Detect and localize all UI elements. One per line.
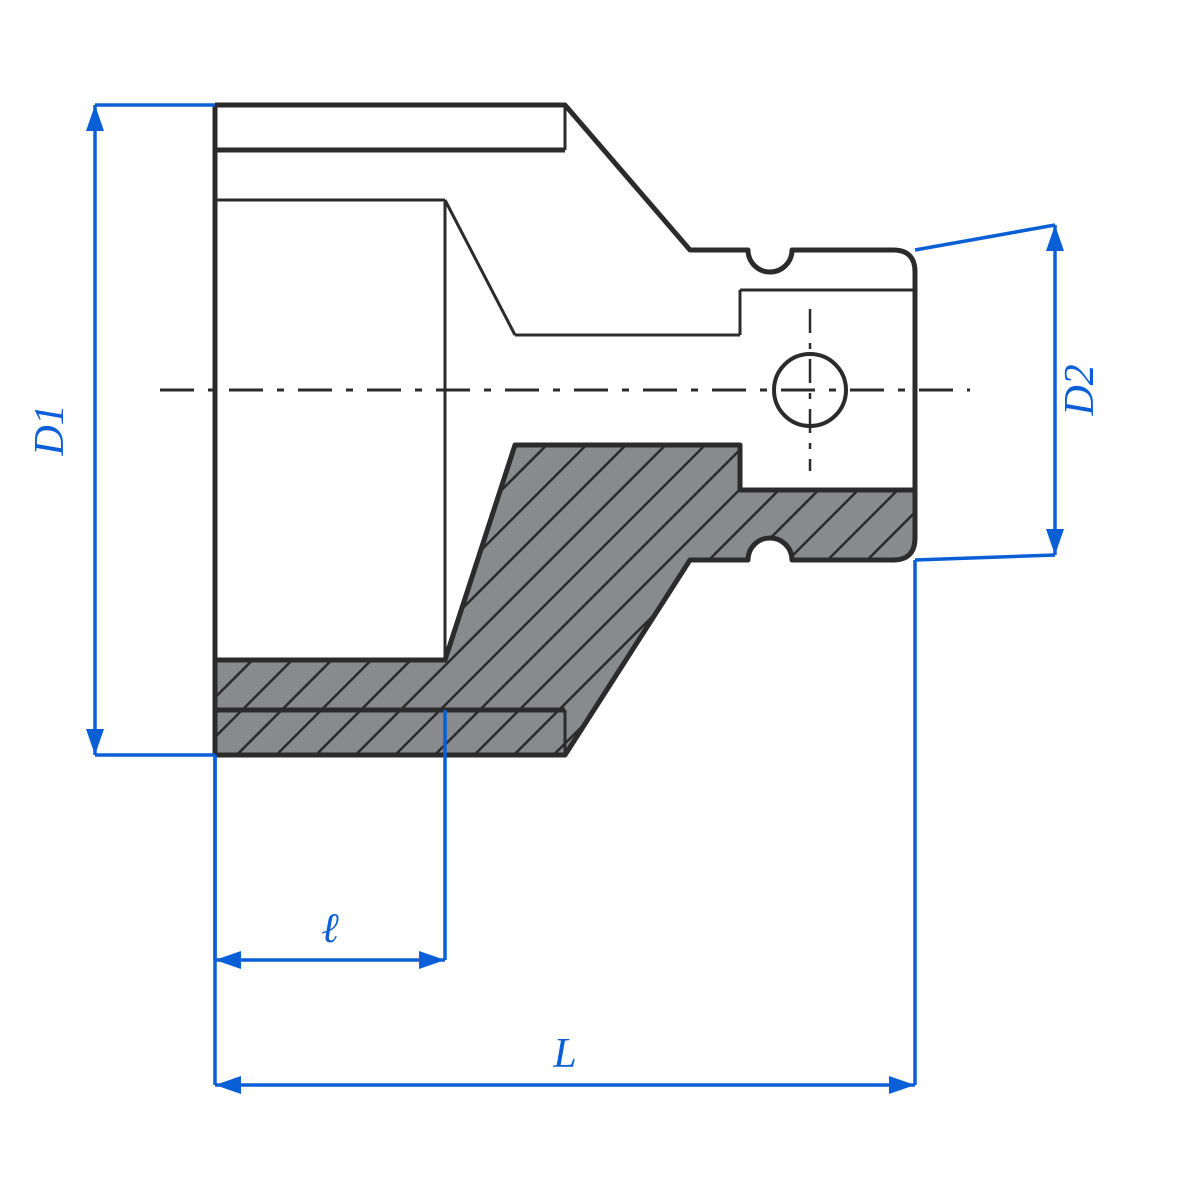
dim-label-D1: D1 xyxy=(27,404,73,456)
dim-label-D2: D2 xyxy=(1057,364,1103,416)
dim-label-l: ℓ xyxy=(321,906,339,952)
dim-label-L: L xyxy=(552,1031,576,1077)
